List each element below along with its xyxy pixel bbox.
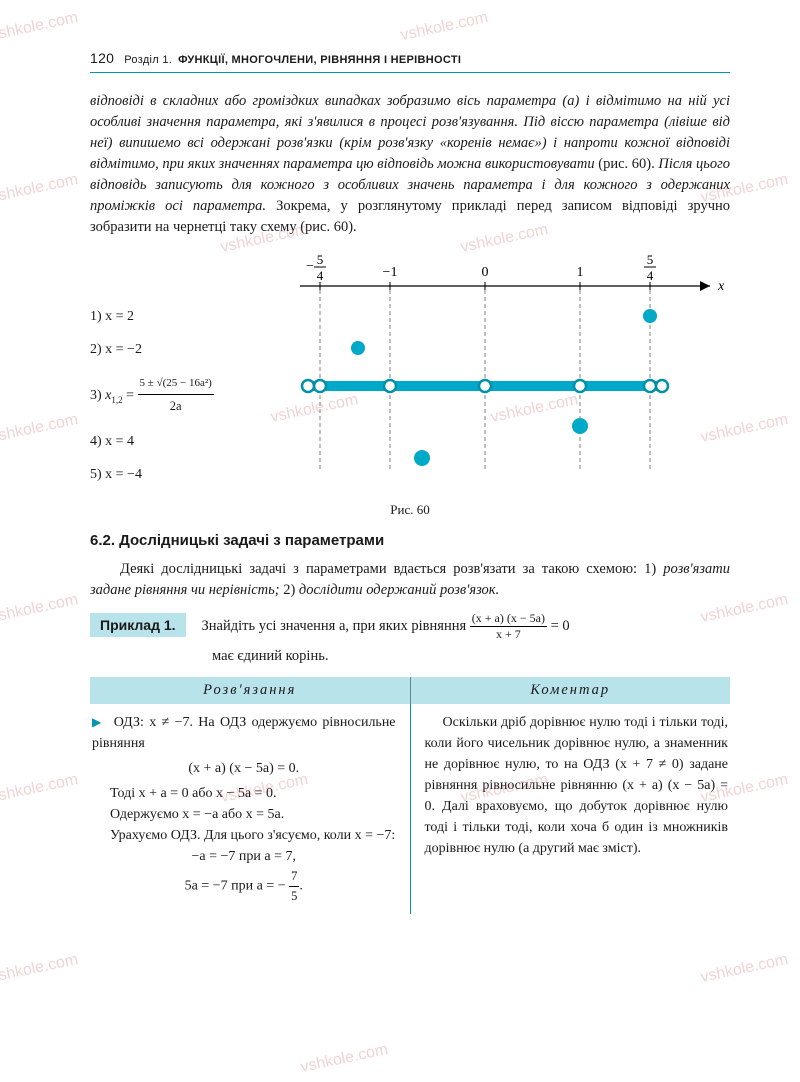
header-rule — [90, 72, 730, 73]
svg-text:1: 1 — [577, 265, 584, 280]
example-text: Знайдіть усі значення a, при яких рівнян… — [202, 618, 570, 634]
solution-column: ▶ ОДЗ: x ≠ −7. На ОДЗ одержуємо рівносил… — [90, 704, 411, 914]
page-content: 120 Розділ 1. ФУНКЦІЇ, МНОГОЧЛЕНИ, РІВНЯ… — [0, 0, 800, 944]
svg-text:5: 5 — [647, 252, 654, 267]
eq-1: 1) x = 2 — [90, 304, 214, 331]
comment-column: Оскільки дріб дорівнює нулю тоді і тільк… — [411, 704, 731, 914]
two-col-header: Розв'язання Коментар — [90, 677, 730, 704]
eq-4: 4) x = 4 — [90, 429, 214, 456]
diagram-block: 1) x = 2 2) x = −2 3) x1,2 = 5 ± √(25 − … — [90, 246, 730, 496]
example-1: Приклад 1. Знайдіть усі значення a, при … — [90, 611, 730, 642]
svg-text:4: 4 — [647, 268, 654, 283]
col-header-right: Коментар — [411, 677, 731, 704]
svg-text:x: x — [717, 279, 725, 294]
eq-5: 5) x = −4 — [90, 462, 214, 489]
two-col-body: ▶ ОДЗ: x ≠ −7. На ОДЗ одержуємо рівносил… — [90, 704, 730, 914]
section-title: ФУНКЦІЇ, МНОГОЧЛЕНИ, РІВНЯННЯ І НЕРІВНОС… — [178, 54, 461, 66]
eq-2: 2) x = −2 — [90, 337, 214, 364]
svg-text:0: 0 — [482, 265, 489, 280]
eq-3: 3) x1,2 = 5 ± √(25 − 16a²) 2a — [90, 373, 214, 419]
example-line2: має єдиний корінь. — [212, 648, 730, 665]
svg-text:5: 5 — [317, 252, 324, 267]
section-label: Розділ 1. — [124, 54, 172, 66]
subheading-6-2: 6.2. Дослідницькі задачі з параметрами — [90, 532, 730, 549]
number-line-diagram: x−54−10154 — [260, 246, 730, 486]
col-header-left: Розв'язання — [90, 677, 411, 704]
triangle-icon: ▶ — [92, 715, 103, 729]
page-header: 120 Розділ 1. ФУНКЦІЇ, МНОГОЧЛЕНИ, РІВНЯ… — [90, 50, 730, 66]
svg-text:−: − — [306, 259, 314, 274]
example-label: Приклад 1. — [90, 613, 186, 637]
svg-text:−1: −1 — [383, 265, 398, 280]
page-number: 120 — [90, 50, 114, 66]
intro-paragraph: відповіді в складних або громіздких випа… — [90, 91, 730, 238]
figure-caption: Рис. 60 — [90, 502, 730, 518]
svg-text:4: 4 — [317, 268, 324, 283]
para-2: Деякі дослідницькі задачі з параметрами … — [90, 559, 730, 601]
equation-list: 1) x = 2 2) x = −2 3) x1,2 = 5 ± √(25 − … — [90, 304, 214, 494]
